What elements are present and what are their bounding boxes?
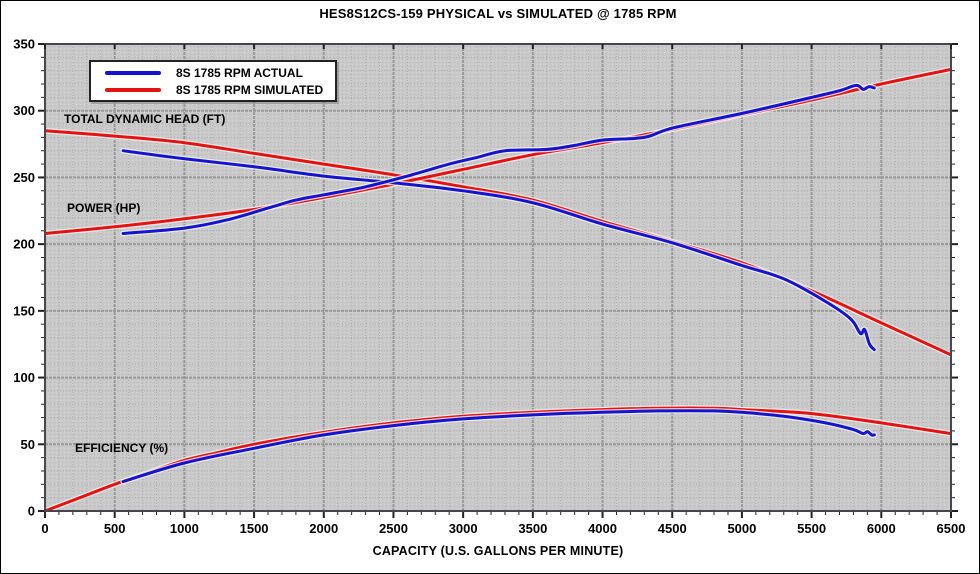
x-tick-label: 6500 xyxy=(937,521,966,536)
y-tick-label: 50 xyxy=(21,437,35,452)
y-tick-label: 350 xyxy=(13,37,35,52)
x-tick-label: 4000 xyxy=(588,521,617,536)
y-tick-label: 0 xyxy=(28,504,35,519)
x-tick-label: 2500 xyxy=(379,521,408,536)
curve-label-total-dynamic-head: TOTAL DYNAMIC HEAD (FT) xyxy=(64,112,226,126)
x-tick-label: 500 xyxy=(104,521,126,536)
chart-title: HES8S12CS-159 PHYSICAL vs SIMULATED @ 17… xyxy=(319,6,677,21)
x-tick-label: 5500 xyxy=(797,521,826,536)
x-tick-label: 2000 xyxy=(309,521,338,536)
curves xyxy=(44,66,952,512)
y-tick-label: 250 xyxy=(13,170,35,185)
y-tick-label: 200 xyxy=(13,237,35,252)
curve-power-hp-actual xyxy=(120,82,878,237)
x-tick-label: 1500 xyxy=(240,521,269,536)
x-tick-label: 3000 xyxy=(449,521,478,536)
grid-major xyxy=(45,44,951,511)
x-tick-label: 5000 xyxy=(727,521,756,536)
x-tick-label: 4500 xyxy=(658,521,687,536)
legend-item-simulated: 8S 1785 RPM SIMULATED xyxy=(91,83,335,97)
axis-ticks xyxy=(38,43,958,518)
curve-label-efficiency: EFFICIENCY (%) xyxy=(75,441,169,455)
plot-frame xyxy=(44,43,952,512)
y-tick-label: 300 xyxy=(13,103,35,118)
curve-total-dynamic-head-ft-actual xyxy=(120,147,878,353)
x-tick-label: 6000 xyxy=(867,521,896,536)
x-tick-labels: 0 500 1000 1500 2000 2500 3000 3500 4000 4500 5000… xyxy=(41,521,965,536)
legend: 8S 1785 RPM ACTUAL 8S 1785 RPM SIMULATED xyxy=(89,60,337,102)
y-tick-label: 100 xyxy=(13,370,35,385)
x-tick-label: 3500 xyxy=(518,521,547,536)
y-tick-labels: 0 50 100 150 200 250 300 350 xyxy=(13,37,35,519)
legend-label-simulated: 8S 1785 RPM SIMULATED xyxy=(176,82,324,97)
plot-background xyxy=(45,44,951,511)
curve-efficiency-actual xyxy=(120,408,878,485)
curve-label-power: POWER (HP) xyxy=(67,201,141,215)
legend-item-actual: 8S 1785 RPM ACTUAL xyxy=(91,66,335,80)
grid-minor xyxy=(45,44,951,511)
y-tick-label: 150 xyxy=(13,303,35,318)
x-tick-label: 1000 xyxy=(170,521,199,536)
x-axis-title: CAPACITY (U.S. GALLONS PER MINUTE) xyxy=(372,544,624,558)
legend-label-actual: 8S 1785 RPM ACTUAL xyxy=(176,65,303,80)
legend-line-actual xyxy=(105,70,161,75)
legend-line-simulated xyxy=(105,87,161,92)
x-tick-label: 0 xyxy=(41,521,48,536)
